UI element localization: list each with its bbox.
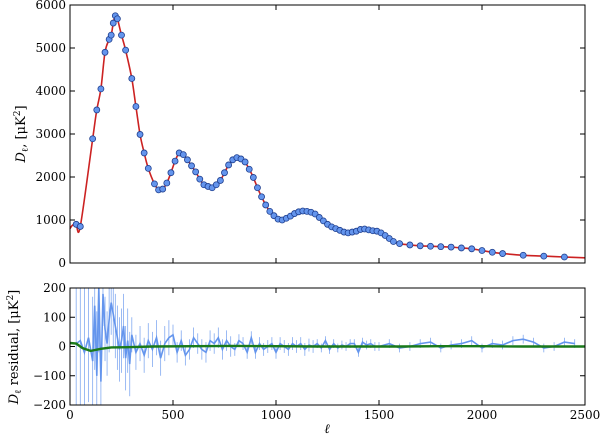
data-point xyxy=(93,106,101,114)
data-point xyxy=(216,177,224,184)
data-point xyxy=(266,207,274,215)
data-point xyxy=(488,248,496,256)
data-point xyxy=(241,158,249,166)
residual-line xyxy=(75,288,575,382)
data-point xyxy=(478,247,486,254)
bottom-x-tick-label: 2500 xyxy=(570,408,600,422)
top-plot-frame xyxy=(69,4,586,264)
data-points xyxy=(72,12,568,261)
data-point xyxy=(212,181,220,189)
data-point xyxy=(101,48,109,56)
data-point xyxy=(416,242,424,250)
data-point xyxy=(159,185,167,193)
top-y-axis-title: Dℓ, [μK2] xyxy=(13,105,31,163)
bottom-y-tick-label: −100 xyxy=(33,369,66,383)
top-y-tick-labels: 0 1000 2000 3000 4000 5000 6000 xyxy=(35,0,66,270)
data-point xyxy=(113,15,121,23)
data-point xyxy=(107,31,115,39)
data-point xyxy=(128,75,136,82)
data-point xyxy=(163,179,171,187)
data-point xyxy=(519,251,527,259)
data-point xyxy=(151,180,158,188)
bottom-y-axis-title: Dℓ residual, [μK2] xyxy=(6,290,24,406)
top-y-tick-label: 5000 xyxy=(35,41,66,55)
data-point xyxy=(561,253,568,261)
top-y-tick-label: 6000 xyxy=(35,0,66,12)
data-point xyxy=(249,174,257,181)
data-point xyxy=(184,156,191,164)
data-point xyxy=(118,31,125,39)
data-point xyxy=(468,245,476,253)
bottom-y-tick-label: 200 xyxy=(43,281,66,295)
smoothed-residual-line xyxy=(69,341,585,353)
x-axis-title: ℓ xyxy=(324,422,330,437)
data-point xyxy=(196,175,204,183)
bottom-x-tick-labels: 0 500 1000 1500 2000 2500 xyxy=(66,408,600,422)
top-y-tick-label: 3000 xyxy=(35,127,66,141)
data-point xyxy=(396,240,404,248)
data-point xyxy=(179,151,187,159)
data-point xyxy=(192,168,200,176)
residual-curve xyxy=(75,288,576,405)
data-point xyxy=(109,19,117,27)
data-point xyxy=(221,169,228,177)
bottom-x-tick-label: 2000 xyxy=(467,408,498,422)
data-point xyxy=(245,165,253,173)
data-point xyxy=(540,252,548,260)
data-point xyxy=(167,169,175,177)
data-point xyxy=(89,135,97,143)
data-point xyxy=(144,164,152,172)
data-point xyxy=(132,103,140,110)
data-point xyxy=(122,46,130,54)
top-y-tick-label: 4000 xyxy=(35,84,66,98)
data-point xyxy=(97,85,105,93)
data-point xyxy=(499,250,507,257)
bottom-x-tick-label: 1000 xyxy=(261,408,292,422)
bottom-x-tick-label: 0 xyxy=(66,408,74,422)
bottom-y-tick-label: 100 xyxy=(43,310,66,324)
bottom-x-tick-label: 500 xyxy=(162,408,185,422)
data-point xyxy=(457,244,465,252)
data-point xyxy=(427,242,434,250)
data-point xyxy=(262,201,270,209)
bottom-panel: −200 −100 0 100 200 0 500 1000 1500 2000 2500 Dℓ … xyxy=(6,281,600,437)
bottom-plot-frame xyxy=(69,287,586,406)
data-point xyxy=(76,223,84,230)
top-y-tick-label: 0 xyxy=(58,256,66,270)
bottom-x-tick-label: 1500 xyxy=(364,408,395,422)
data-point xyxy=(140,149,148,157)
top-panel: 0 1000 2000 3000 4000 5000 6000 Dℓ, [μK2] xyxy=(13,0,586,270)
data-point xyxy=(390,238,397,245)
data-point xyxy=(254,184,261,192)
data-point xyxy=(258,193,265,201)
data-point xyxy=(406,241,414,249)
data-point xyxy=(225,161,233,169)
top-y-tick-label: 1000 xyxy=(35,213,66,227)
bottom-y-tick-label: 0 xyxy=(58,340,66,354)
data-point xyxy=(437,243,445,251)
data-point xyxy=(447,243,455,251)
smoothed-residual-curve xyxy=(69,341,585,353)
bottom-y-tick-labels: −200 −100 0 100 200 xyxy=(33,281,66,412)
data-point xyxy=(136,131,144,138)
bottom-y-tick-label: −200 xyxy=(33,398,66,412)
data-point xyxy=(171,157,179,165)
top-y-tick-label: 2000 xyxy=(35,170,66,184)
data-point xyxy=(188,162,195,170)
